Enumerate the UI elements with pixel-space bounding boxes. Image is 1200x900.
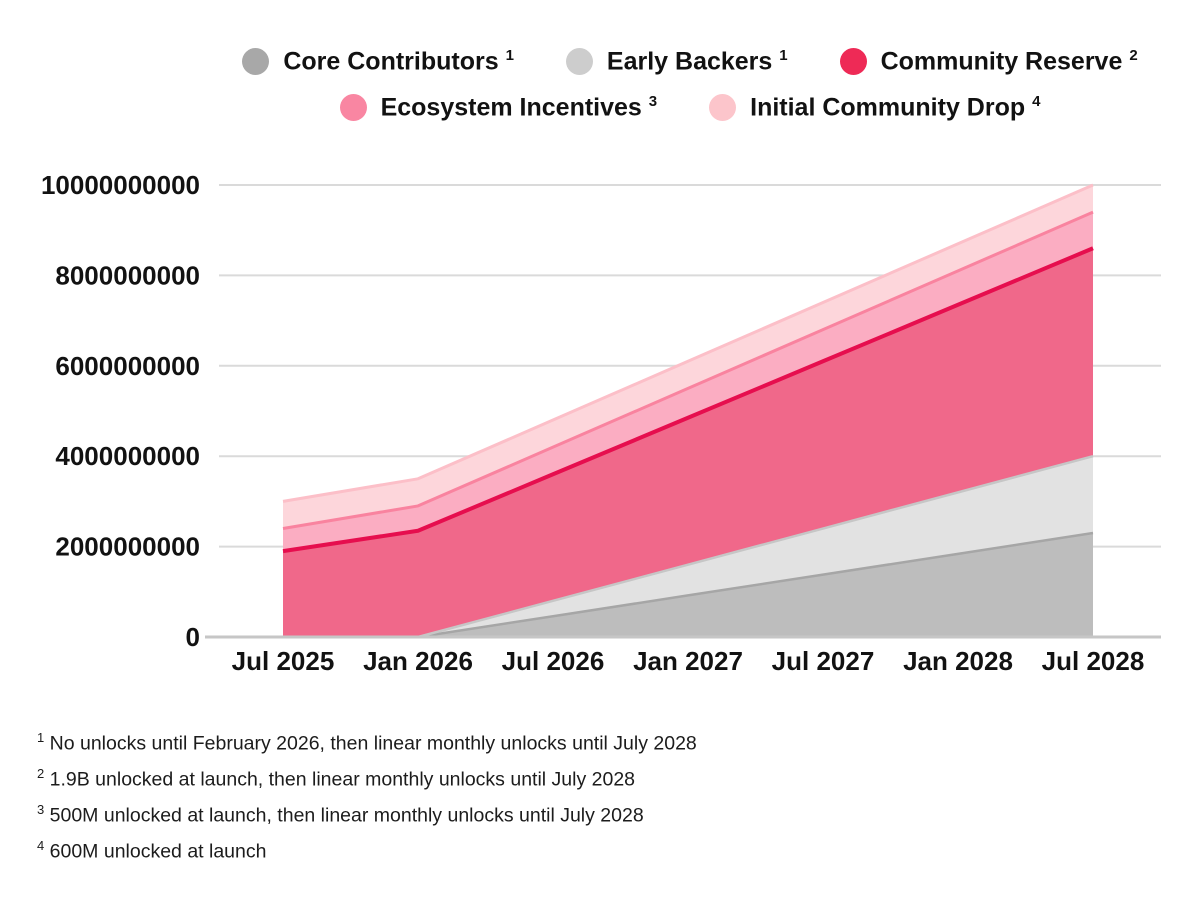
chart-footnotes: 1 No unlocks until February 2026, then l…: [37, 723, 697, 867]
legend-dot-early-backers-icon: [565, 48, 593, 76]
legend-dot-core-contributors-icon: [242, 48, 270, 76]
legend-label-early-backers: Early Backers 1: [606, 47, 788, 76]
legend-label-community-reserve: Community Reserve 2: [880, 47, 1138, 76]
area-initial-community-drop: [283, 185, 1093, 529]
footnote-3: 3 500M unlocked at launch, then linear m…: [37, 802, 644, 827]
legend-dot-ecosystem-incentives-icon: [339, 94, 367, 122]
legend-item-ecosystem-incentives[interactable]: Ecosystem Incentives 3: [339, 93, 658, 122]
y-tick-label-10000000000: 10000000000: [41, 170, 200, 200]
legend-item-initial-community-drop[interactable]: Initial Community Drop 4: [709, 93, 1040, 122]
x-tick-label-jan-2027: Jan 2027: [633, 646, 743, 676]
x-tick-label-jul-2025: Jul 2025: [232, 646, 335, 676]
legend-label-initial-community-drop: Initial Community Drop 4: [750, 93, 1041, 122]
y-tick-label-8000000000: 8000000000: [55, 260, 200, 290]
footnote-1: 1 No unlocks until February 2026, then l…: [37, 730, 697, 755]
footnote-4: 4 600M unlocked at launch: [37, 838, 267, 863]
y-tick-label-6000000000: 6000000000: [55, 351, 200, 381]
area-community-reserve: [283, 248, 1093, 637]
x-tick-label-jan-2026: Jan 2026: [363, 646, 473, 676]
legend-row-2: Ecosystem Incentives 3 Initial Community …: [180, 93, 1200, 122]
y-tick-label-2000000000: 2000000000: [55, 532, 200, 562]
legend-label-core-contributors: Core Contributors 1: [283, 47, 514, 76]
legend-item-early-backers[interactable]: Early Backers 1: [565, 47, 788, 76]
area-core-contributors: [283, 533, 1093, 637]
boundary-line-community-reserve: [282, 246, 1094, 554]
x-tick-label-jul-2026: Jul 2026: [502, 646, 605, 676]
legend-dot-initial-community-drop-icon: [709, 94, 737, 122]
y-tick-label-4000000000: 4000000000: [55, 441, 200, 471]
x-tick-label-jul-2027: Jul 2027: [772, 646, 875, 676]
x-tick-label-jul-2028: Jul 2028: [1042, 646, 1145, 676]
footnote-2: 2 1.9B unlocked at launch, then linear m…: [37, 766, 636, 791]
x-tick-label-jan-2028: Jan 2028: [903, 646, 1013, 676]
chart-legend: Core Contributors 1 Early Backers 1 Commun…: [180, 47, 1200, 123]
area-ecosystem-incentives: [283, 212, 1093, 552]
legend-dot-community-reserve-icon: [839, 48, 867, 76]
legend-item-community-reserve[interactable]: Community Reserve 2: [839, 47, 1138, 76]
legend-row-1: Core Contributors 1 Early Backers 1 Commun…: [180, 47, 1200, 76]
boundary-line-initial-community-drop: [282, 183, 1094, 503]
boundary-line-ecosystem-incentives: [282, 210, 1094, 530]
area-early-backers: [283, 456, 1093, 637]
legend-item-core-contributors[interactable]: Core Contributors 1: [242, 47, 514, 76]
legend-label-ecosystem-incentives: Ecosystem Incentives 3: [380, 93, 658, 122]
y-tick-label-0: 0: [186, 622, 200, 652]
